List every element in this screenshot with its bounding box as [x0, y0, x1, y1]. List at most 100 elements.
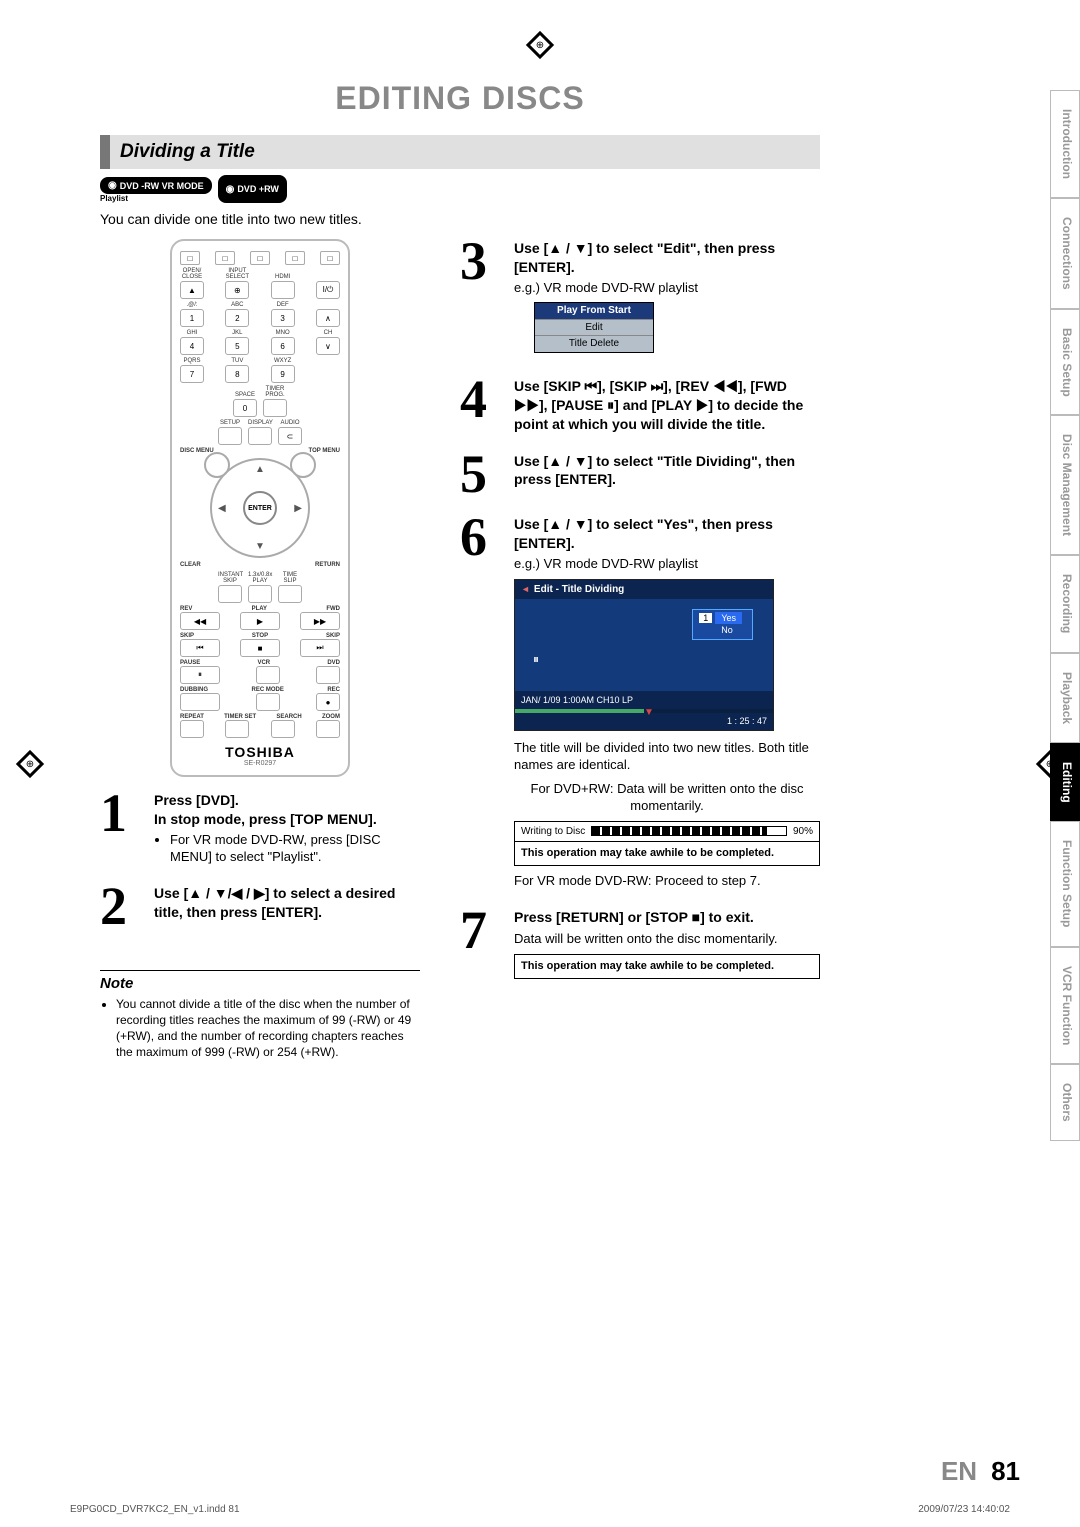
lbl-mno: MNO [271, 330, 295, 336]
section-heading: Dividing a Title [100, 135, 820, 169]
lbl-open: OPEN/ CLOSE [180, 268, 204, 280]
tab-recording[interactable]: Recording [1050, 555, 1080, 652]
wnote1-head: Writing to Disc [521, 825, 585, 839]
step5-l1: Use [▲ / ▼] to select "Title Dividing", … [514, 453, 795, 488]
dialog-options: 1Yes No [692, 609, 753, 639]
note-box: Note You cannot divide a title of the di… [100, 970, 420, 1061]
lbl-input: INPUT SELECT [225, 268, 249, 280]
tab-editing[interactable]: Editing [1050, 743, 1080, 822]
step4-l1: Use [SKIP ⏮], [SKIP ⏭], [REV ◀◀], [FWD ▶… [514, 378, 803, 432]
step2-l1: Use [▲ / ▼/◀ / ▶] to select a desired ti… [154, 885, 395, 920]
lbl-tuv: TUV [225, 358, 249, 364]
page-title: EDITING DISCS [100, 80, 820, 117]
right-column: 3 Use [▲ / ▼] to select "Edit", then pre… [460, 239, 820, 1061]
lbl-pqrs: PQRS [180, 358, 204, 364]
tab-function-setup[interactable]: Function Setup [1050, 821, 1080, 946]
tab-playback[interactable]: Playback [1050, 653, 1080, 743]
badge-dvd-rw-vr: DVD -RW VR MODE [100, 177, 212, 194]
lbl-sym: .@/: [180, 302, 204, 308]
wnote1-pct: 90% [793, 825, 813, 839]
step-1: 1 Press [DVD]. In stop mode, press [TOP … [100, 791, 420, 866]
lbl-topmenu: TOP MENU [309, 448, 340, 454]
dialog-yes: Yes [715, 612, 742, 624]
lbl-display: DISPLAY [248, 420, 272, 426]
nav-ring: ▲▼ ◀▶ ENTER [210, 458, 310, 558]
step6-p2: For DVD+RW: Data will be written onto th… [514, 780, 820, 815]
step-3: 3 Use [▲ / ▼] to select "Edit", then pre… [460, 239, 820, 359]
step-6: 6 Use [▲ / ▼] to select "Yes", then pres… [460, 515, 820, 889]
step6-eg: e.g.) VR mode DVD-RW playlist [514, 555, 820, 573]
step6-p3: For VR mode DVD-RW: Proceed to step 7. [514, 872, 820, 890]
lbl-slow: 1.3x/0.8x PLAY [248, 572, 272, 584]
page-footer: EN 81 [941, 1456, 1020, 1487]
pause-icon: ⏸ [533, 651, 539, 667]
tab-basic-setup[interactable]: Basic Setup [1050, 309, 1080, 416]
lbl-space: SPACE [233, 392, 257, 398]
step-num-6: 6 [460, 515, 504, 889]
dialog-title: Edit - Title Dividing [515, 580, 773, 600]
tab-vcr-function[interactable]: VCR Function [1050, 947, 1080, 1064]
menu-titledelete: Title Delete [535, 336, 653, 352]
side-tabs: Introduction Connections Basic Setup Dis… [1050, 90, 1080, 1141]
writing-note-2: This operation may take awhile to be com… [514, 954, 820, 979]
note-text: You cannot divide a title of the disc wh… [116, 996, 420, 1061]
step-5: 5 Use [▲ / ▼] to select "Title Dividing"… [460, 452, 820, 498]
crop-diamond-left: ⊕ [16, 749, 44, 777]
lbl-hdmi: HDMI [271, 274, 295, 280]
lbl-setup: SETUP [218, 420, 242, 426]
step-num-1: 1 [100, 791, 144, 866]
step3-eg: e.g.) VR mode DVD-RW playlist [514, 279, 820, 297]
menu-playfromstart: Play From Start [535, 303, 653, 320]
lbl-ch: CH [316, 330, 340, 336]
crop-diamond-top: ⊕ [526, 31, 554, 59]
step-7: 7 Press [RETURN] or [STOP ■] to exit. Da… [460, 908, 820, 985]
lbl-wxyz: WXYZ [271, 358, 295, 364]
step1-bullet: For VR mode DVD-RW, press [DISC MENU] to… [170, 831, 420, 866]
wnote1-body: This operation may take awhile to be com… [515, 842, 819, 865]
footer-meta: E9PG0CD_DVR7KC2_EN_v1.indd 81 2009/07/23… [70, 1504, 1010, 1515]
step1-l2: In stop mode, press [TOP MENU]. [154, 811, 377, 827]
remote-control-diagram: □□□□□ OPEN/ CLOSE▲ INPUT SELECT⊕ HDMI I/… [170, 239, 350, 777]
btn-enter: ENTER [243, 491, 277, 525]
step3-menu: Play From Start Edit Title Delete [534, 302, 654, 353]
step-num-2: 2 [100, 884, 144, 930]
writing-note-1: Writing to Disc 90% This operation may t… [514, 821, 820, 866]
intro-text: You can divide one title into two new ti… [100, 211, 820, 227]
disc-badges: DVD -RW VR MODE Playlist DVD +RW [100, 175, 820, 203]
note-title: Note [100, 975, 420, 992]
step1-l1: Press [DVD]. [154, 792, 239, 808]
dialog-status: JAN/ 1/09 1:00AM CH10 LP [521, 694, 633, 706]
badge-dvd-plus-rw: DVD +RW [218, 175, 287, 203]
footer-file: E9PG0CD_DVR7KC2_EN_v1.indd 81 [70, 1504, 240, 1515]
title-dividing-dialog: Edit - Title Dividing 1Yes No ⏸ JAN/ 1/0… [514, 579, 774, 731]
tab-disc-management[interactable]: Disc Management [1050, 415, 1080, 555]
lbl-jkl: JKL [225, 330, 249, 336]
step7-p1: Data will be written onto the disc momen… [514, 930, 820, 948]
lbl-timeslip: TIME SLIP [278, 572, 302, 584]
footer-lang: EN [941, 1456, 977, 1487]
step6-l1: Use [▲ / ▼] to select "Yes", then press … [514, 516, 773, 551]
tab-introduction[interactable]: Introduction [1050, 90, 1080, 198]
tab-connections[interactable]: Connections [1050, 198, 1080, 309]
left-column: □□□□□ OPEN/ CLOSE▲ INPUT SELECT⊕ HDMI I/… [100, 239, 420, 1061]
dialog-num: 1 [699, 613, 712, 623]
dialog-no: No [721, 625, 733, 635]
lbl-timer: TIMER PROG. [263, 386, 287, 398]
lbl-instant: INSTANT SKIP [218, 572, 242, 584]
badge-caption: Playlist [100, 194, 212, 203]
lbl-abc: ABC [225, 302, 249, 308]
step-2: 2 Use [▲ / ▼/◀ / ▶] to select a desired … [100, 884, 420, 930]
footer-page: 81 [991, 1456, 1020, 1487]
lbl-def: DEF [271, 302, 295, 308]
wnote2-body: This operation may take awhile to be com… [515, 955, 819, 978]
lbl-ghi: GHI [180, 330, 204, 336]
tab-others[interactable]: Others [1050, 1064, 1080, 1141]
step7-l1: Press [RETURN] or [STOP ■] to exit. [514, 909, 754, 925]
remote-model: SE-R0297 [180, 760, 340, 767]
page-content: EDITING DISCS Dividing a Title DVD -RW V… [100, 80, 820, 1400]
footer-ts: 2009/07/23 14:40:02 [918, 1504, 1010, 1515]
step-num-3: 3 [460, 239, 504, 359]
step-num-4: 4 [460, 377, 504, 434]
lbl-return: RETURN [315, 562, 340, 568]
menu-edit: Edit [535, 320, 653, 337]
